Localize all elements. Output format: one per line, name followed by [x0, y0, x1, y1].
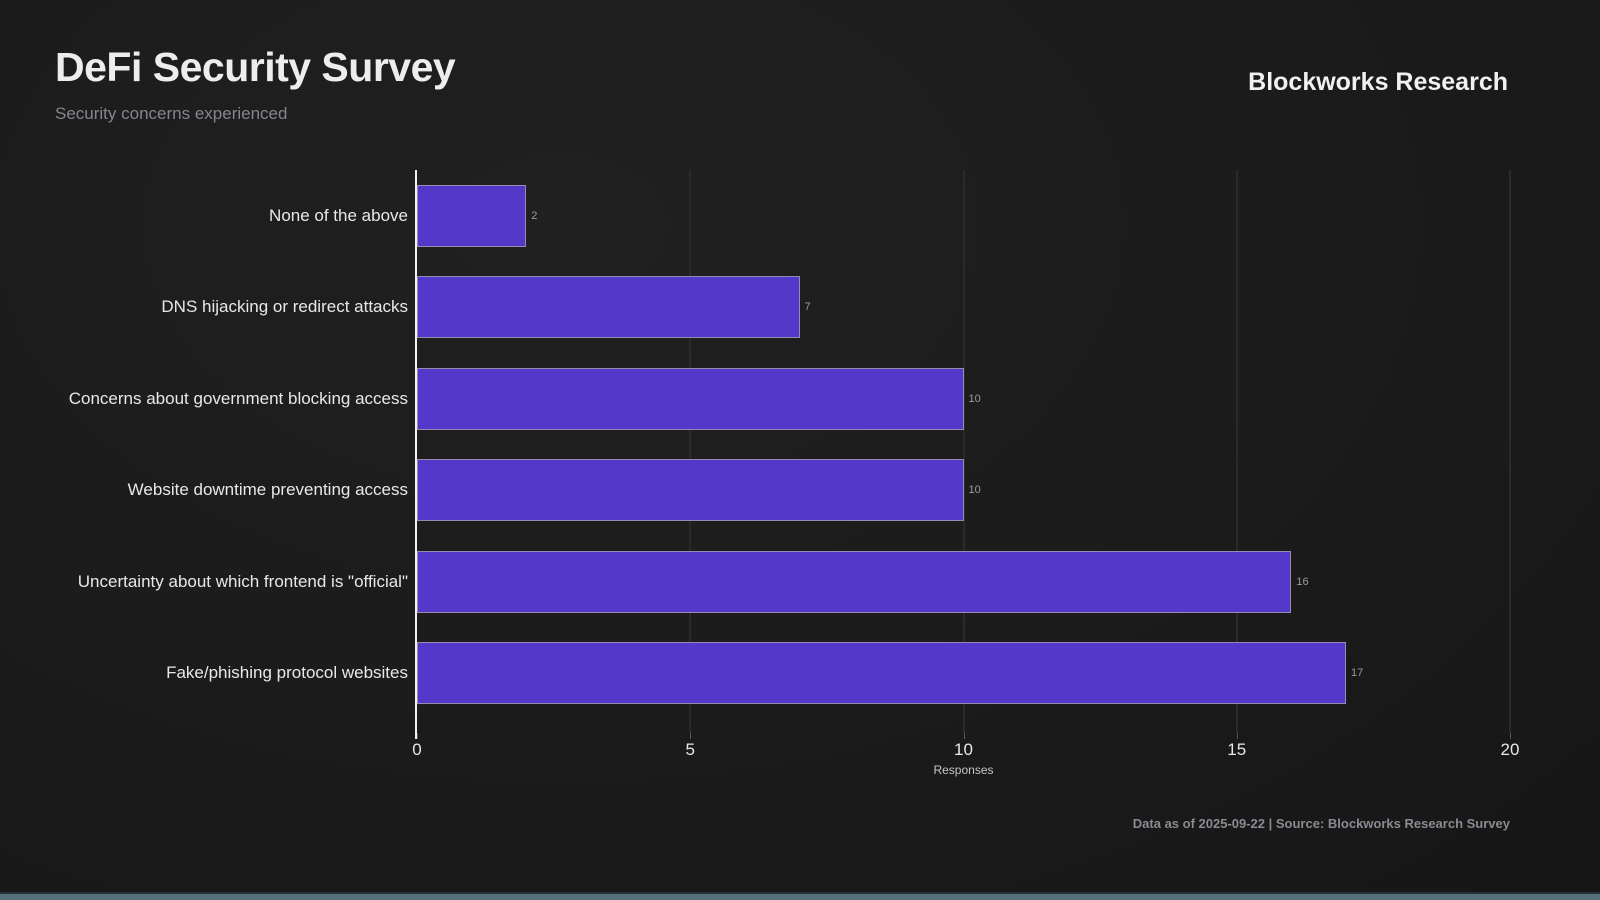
bar — [417, 459, 964, 522]
y-axis-line — [415, 170, 417, 739]
bar-row: 17 — [417, 642, 1510, 704]
category-axis-labels: None of the above DNS hijacking or redire… — [0, 170, 408, 733]
bar — [417, 550, 1292, 613]
brand-wordmark: Blockworks Research — [1248, 68, 1508, 96]
bar-row: 2 — [417, 185, 1510, 247]
category-label: Concerns about government blocking acces… — [68, 388, 408, 408]
bar — [417, 367, 964, 430]
x-axis-title: Responses — [933, 763, 994, 777]
bar — [417, 185, 527, 247]
category-label: Website downtime preventing access — [127, 480, 408, 500]
gridline — [1235, 170, 1238, 733]
chart-subtitle: Security concerns experienced — [55, 104, 288, 123]
x-tick-mark — [690, 733, 692, 739]
bar — [417, 276, 800, 339]
bar-value-label: 16 — [1296, 575, 1309, 588]
x-tick-label: 0 — [412, 740, 422, 759]
bar-value-label: 17 — [1351, 667, 1364, 679]
bar-value-label: 7 — [804, 301, 811, 314]
x-tick-label: 15 — [1227, 740, 1247, 759]
chart-title: DeFi Security Survey — [55, 44, 456, 90]
x-tick-mark — [1510, 733, 1511, 739]
x-tick-mark — [963, 733, 965, 739]
horizontal-scrollbar[interactable] — [0, 892, 1600, 900]
source-note: Data as of 2025-09-22 | Source: Blockwor… — [1132, 816, 1510, 831]
bar-row: 10 — [417, 459, 1510, 522]
gridline — [689, 170, 692, 733]
bar-value-label: 2 — [531, 210, 538, 222]
category-label: Uncertainty about which frontend is "off… — [77, 571, 408, 591]
category-label: DNS hijacking or redirect attacks — [161, 297, 408, 317]
gridline — [962, 170, 965, 733]
x-tick-mark — [417, 733, 418, 739]
bar-value-label: 10 — [968, 392, 981, 405]
bar-row: 10 — [417, 367, 1510, 430]
x-tick-label: 10 — [954, 740, 973, 759]
bar-row: 7 — [417, 276, 1510, 339]
x-tick-label: 20 — [1500, 740, 1520, 759]
x-tick-mark — [1236, 733, 1238, 739]
category-label: Fake/phishing protocol websites — [166, 663, 408, 682]
category-label: None of the above — [269, 206, 408, 225]
bar-value-label: 10 — [968, 484, 981, 497]
bar-row: 16 — [417, 550, 1510, 613]
x-axis: 0 5 10 15 20 — [412, 733, 1519, 773]
gridline — [1509, 170, 1511, 733]
x-tick-label: 5 — [685, 740, 695, 759]
bar — [417, 642, 1347, 704]
bar-chart-plot-area: 2 7 10 10 16 17 — [415, 170, 1511, 739]
